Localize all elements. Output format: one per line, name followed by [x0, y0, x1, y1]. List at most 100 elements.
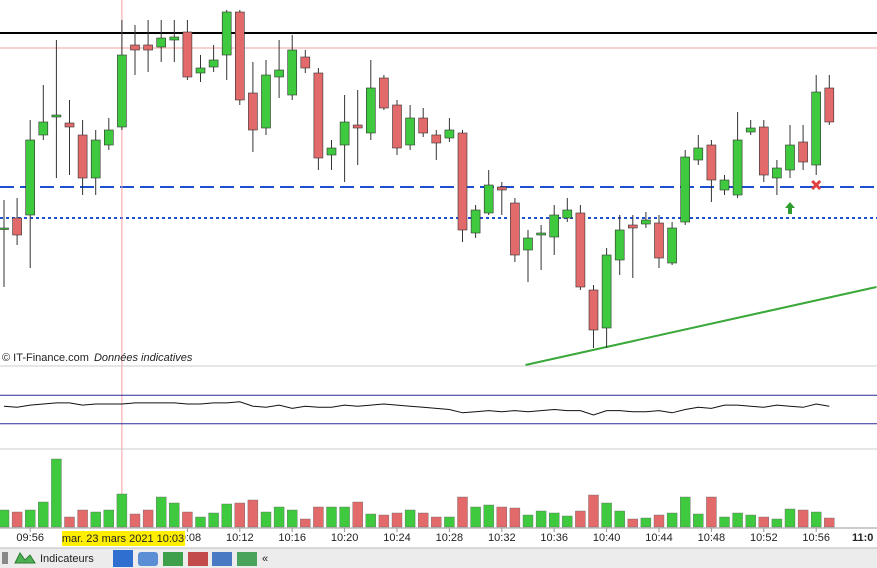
candle-body	[549, 214, 560, 238]
volume-bar	[562, 515, 573, 528]
volume-bar	[680, 496, 691, 528]
candle-body	[680, 156, 691, 223]
volume-bar	[719, 516, 730, 528]
candle-body	[274, 69, 284, 78]
volume-bar	[811, 511, 822, 528]
candle-body	[457, 132, 468, 231]
volume-bar	[313, 506, 324, 528]
volume-bar	[142, 509, 154, 528]
volume-bar	[732, 512, 743, 528]
volume-bar	[391, 512, 403, 528]
candle-body	[117, 54, 127, 128]
volume-bar	[208, 512, 219, 528]
volume-bar	[221, 503, 232, 528]
toolbar-icons[interactable]: Indicateurs «	[2, 550, 268, 567]
volume-bar	[247, 499, 259, 528]
candle-body	[143, 44, 153, 51]
volume-bar	[535, 510, 547, 528]
candle-body	[444, 129, 455, 139]
collapse-button[interactable]: «	[262, 553, 268, 565]
candle-body	[221, 11, 232, 56]
volume-bar	[418, 512, 429, 528]
indicators-button[interactable]: Indicateurs	[40, 553, 94, 565]
x-tick-label: 09:56	[16, 532, 44, 544]
sell-signal	[811, 179, 822, 191]
indicators-icon[interactable]	[14, 552, 36, 564]
volume-bar	[496, 506, 507, 528]
candle-body	[339, 121, 350, 146]
tool-icon[interactable]	[188, 552, 208, 566]
source: © IT-Finance.com	[2, 352, 89, 364]
candle-body	[379, 77, 389, 109]
volume-bar	[155, 496, 167, 528]
candle-body	[169, 36, 180, 41]
volume-bar	[797, 509, 809, 528]
volume-bar	[522, 514, 534, 528]
volume-bar	[182, 511, 193, 528]
candle-body	[431, 134, 442, 144]
volume-bar	[627, 518, 638, 528]
candle-body	[51, 114, 62, 118]
candle-body	[719, 179, 730, 191]
tool-icon[interactable]	[163, 552, 183, 566]
tool-icon[interactable]	[212, 552, 232, 566]
oscillator-line	[3, 401, 830, 416]
candle-body	[732, 139, 743, 196]
volume-bar	[745, 514, 756, 528]
candle-body	[811, 91, 822, 166]
candle-body	[248, 92, 258, 131]
volume-bar	[509, 507, 521, 528]
volume-bar	[64, 516, 75, 528]
candle-body	[365, 87, 376, 134]
candle-body	[824, 87, 835, 123]
candle-body	[0, 227, 9, 230]
toolbar-icon[interactable]	[2, 552, 8, 564]
share-icon[interactable]	[113, 550, 133, 567]
candle-body	[392, 104, 402, 149]
buy-signal	[785, 202, 795, 214]
volume-bar	[326, 506, 337, 528]
candle-body	[12, 217, 22, 236]
candle-body	[601, 254, 612, 329]
candle-body	[627, 224, 638, 229]
volume-bar	[365, 513, 376, 528]
volume-bar	[38, 501, 49, 528]
candle-body	[798, 141, 808, 163]
volume-bar	[273, 506, 285, 528]
volume-bar	[195, 516, 206, 528]
candle-body	[667, 227, 677, 264]
volume-bar	[614, 510, 625, 528]
candle-body	[261, 74, 271, 129]
volume-bar	[234, 502, 246, 528]
x-tick-label: 10:56	[802, 532, 830, 544]
volume-bar	[575, 510, 586, 528]
x-tick-label: 10:52	[750, 532, 778, 544]
candle-body	[418, 117, 429, 134]
candle-body	[235, 11, 245, 101]
x-tick-label: 10:12	[226, 532, 254, 544]
volume-bar	[378, 514, 390, 528]
volume-bar	[11, 511, 23, 528]
volume-bar	[444, 516, 455, 528]
x-tick-label: 10:24	[383, 532, 411, 544]
candle-body	[313, 72, 324, 159]
candle-body	[523, 237, 533, 251]
volume-bar	[470, 506, 481, 528]
volume-bar	[666, 512, 678, 528]
candle-body	[38, 121, 49, 136]
candle-body	[536, 232, 546, 236]
candle-body	[483, 184, 494, 214]
candle-body	[182, 31, 193, 78]
volume-bar	[77, 509, 88, 528]
volume-bar	[51, 458, 62, 528]
candle-body	[745, 127, 756, 133]
chat-icon[interactable]	[138, 552, 158, 566]
volume-bar	[706, 496, 717, 528]
candle-body	[470, 209, 481, 234]
tool-icon[interactable]	[237, 552, 257, 566]
x-tick-label: 10:32	[488, 532, 516, 544]
x-tick-label: 10:28	[436, 532, 464, 544]
volume-bar	[653, 514, 665, 528]
